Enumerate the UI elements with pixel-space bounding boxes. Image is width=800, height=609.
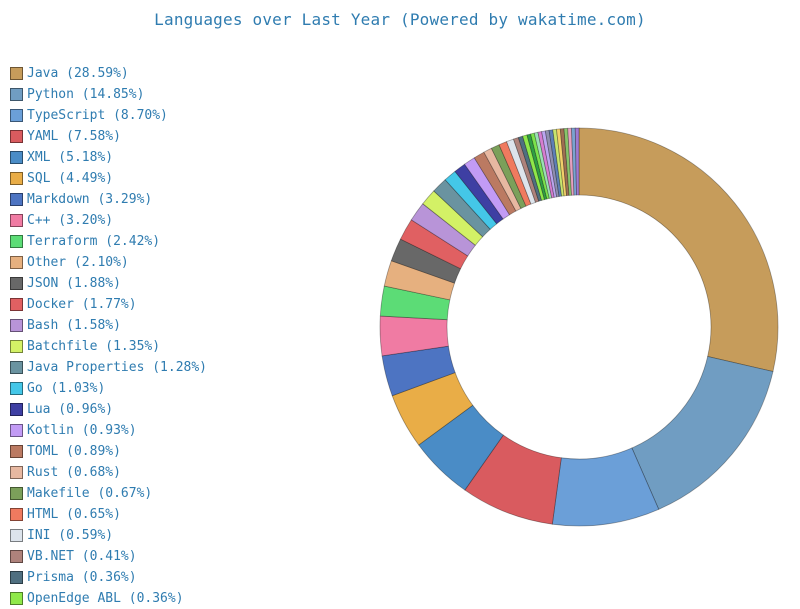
- legend-label: JSON (1.88%): [27, 276, 121, 291]
- legend-label: Python (14.85%): [27, 87, 145, 102]
- legend-item: VB.NET (0.41%): [10, 546, 340, 567]
- legend-swatch: [10, 109, 23, 122]
- slice-python: [631, 356, 774, 510]
- legend-label: TOML (0.89%): [27, 444, 121, 459]
- legend-label: Batchfile (1.35%): [27, 339, 161, 354]
- legend-item: SQL (4.49%): [10, 168, 340, 189]
- legend-swatch: [10, 382, 23, 395]
- legend-item: JSON (1.88%): [10, 273, 340, 294]
- chart-title: Languages over Last Year (Powered by wak…: [154, 10, 646, 29]
- legend-swatch: [10, 172, 23, 185]
- legend-item: Rust (0.68%): [10, 462, 340, 483]
- legend-swatch: [10, 256, 23, 269]
- legend-label: Java Properties (1.28%): [27, 360, 208, 375]
- legend-swatch: [10, 529, 23, 542]
- slice-minor: [574, 127, 580, 196]
- legend-swatch: [10, 277, 23, 290]
- legend: Java (28.59%) Python (14.85%) TypeScript (…: [10, 63, 340, 609]
- legend-swatch: [10, 571, 23, 584]
- legend-item: Python (14.85%): [10, 84, 340, 105]
- legend-item: Batchfile (1.35%): [10, 336, 340, 357]
- legend-item: Makefile (0.67%): [10, 483, 340, 504]
- legend-label: Makefile (0.67%): [27, 486, 153, 501]
- legend-item: Go (1.03%): [10, 378, 340, 399]
- legend-item: Docker (1.77%): [10, 294, 340, 315]
- legend-label: Docker (1.77%): [27, 297, 137, 312]
- legend-item: C++ (3.20%): [10, 210, 340, 231]
- legend-swatch: [10, 319, 23, 332]
- legend-label: TypeScript (8.70%): [27, 108, 168, 123]
- legend-label: Kotlin (0.93%): [27, 423, 137, 438]
- legend-item: TOML (0.89%): [10, 441, 340, 462]
- legend-item: Terraform (2.42%): [10, 231, 340, 252]
- legend-label: Lua (0.96%): [27, 402, 114, 417]
- legend-item: Java (28.59%): [10, 63, 340, 84]
- legend-swatch: [10, 340, 23, 353]
- legend-item: XML (5.18%): [10, 147, 340, 168]
- legend-swatch: [10, 214, 23, 227]
- legend-item: Lua (0.96%): [10, 399, 340, 420]
- legend-label: Go (1.03%): [27, 381, 106, 396]
- legend-swatch: [10, 193, 23, 206]
- legend-label: SQL (4.49%): [27, 171, 114, 186]
- legend-item: INI (0.59%): [10, 525, 340, 546]
- legend-label: Java (28.59%): [27, 66, 129, 81]
- legend-label: YAML (7.58%): [27, 129, 121, 144]
- legend-swatch: [10, 445, 23, 458]
- legend-swatch: [10, 487, 23, 500]
- legend-item: YAML (7.58%): [10, 126, 340, 147]
- legend-swatch: [10, 235, 23, 248]
- legend-label: Rust (0.68%): [27, 465, 121, 480]
- legend-swatch: [10, 466, 23, 479]
- legend-item: Bash (1.58%): [10, 315, 340, 336]
- slice-java: [578, 127, 779, 372]
- legend-swatch: [10, 361, 23, 374]
- legend-item: TypeScript (8.70%): [10, 105, 340, 126]
- legend-label: Prisma (0.36%): [27, 570, 137, 585]
- legend-label: HTML (0.65%): [27, 507, 121, 522]
- legend-item: HTML (0.65%): [10, 504, 340, 525]
- legend-swatch: [10, 508, 23, 521]
- legend-label: Other (2.10%): [27, 255, 129, 270]
- legend-label: XML (5.18%): [27, 150, 114, 165]
- legend-label: INI (0.59%): [27, 528, 114, 543]
- legend-swatch: [10, 130, 23, 143]
- legend-label: Bash (1.58%): [27, 318, 121, 333]
- legend-swatch: [10, 298, 23, 311]
- legend-label: Markdown (3.29%): [27, 192, 153, 207]
- legend-label: C++ (3.20%): [27, 213, 114, 228]
- legend-swatch: [10, 88, 23, 101]
- legend-swatch: [10, 550, 23, 563]
- legend-swatch: [10, 67, 23, 80]
- legend-label: VB.NET (0.41%): [27, 549, 137, 564]
- legend-item: Other (2.10%): [10, 252, 340, 273]
- legend-swatch: [10, 424, 23, 437]
- legend-label: Terraform (2.42%): [27, 234, 161, 249]
- legend-swatch: [10, 403, 23, 416]
- legend-item: Markdown (3.29%): [10, 189, 340, 210]
- legend-item: Prisma (0.36%): [10, 567, 340, 588]
- legend-item: Java Properties (1.28%): [10, 357, 340, 378]
- legend-item: Kotlin (0.93%): [10, 420, 340, 441]
- legend-swatch: [10, 151, 23, 164]
